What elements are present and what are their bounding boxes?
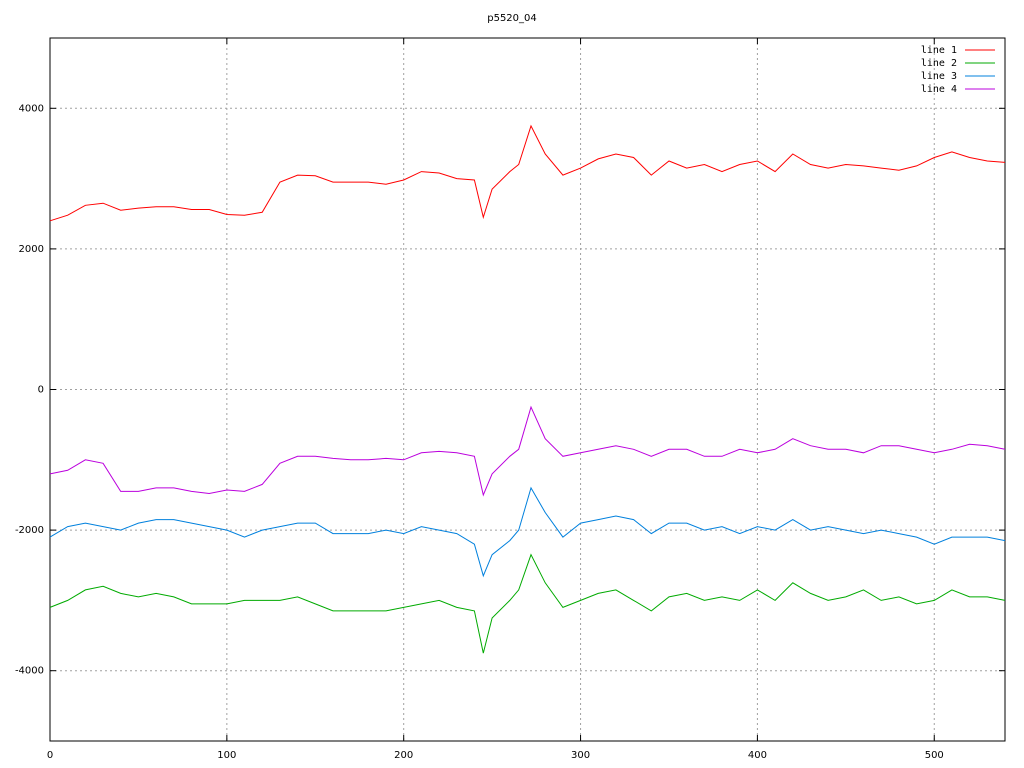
y-tick-label: -2000 <box>15 525 44 536</box>
data-line <box>49 405 1006 497</box>
x-tick-label: 400 <box>748 750 767 761</box>
y-tick-label: 0 <box>38 385 44 396</box>
x-tick-label: 300 <box>571 750 590 761</box>
data-line <box>49 553 1006 654</box>
legend-label: line 2 <box>921 58 957 69</box>
x-tick-label: 0 <box>47 750 53 761</box>
legend-label: line 4 <box>921 84 957 95</box>
data-line <box>49 486 1006 578</box>
chart-title: p5520_04 <box>487 13 537 24</box>
x-tick-label: 100 <box>217 750 236 761</box>
legend-label: line 1 <box>921 45 957 56</box>
x-tick-label: 200 <box>394 750 413 761</box>
y-tick-label: 4000 <box>19 103 44 114</box>
legend-label: line 3 <box>921 71 957 82</box>
data-line <box>49 124 1006 222</box>
x-tick-label: 500 <box>925 750 944 761</box>
y-tick-label: -4000 <box>15 666 44 677</box>
y-tick-label: 2000 <box>19 244 44 255</box>
plot-border <box>49 37 1006 742</box>
